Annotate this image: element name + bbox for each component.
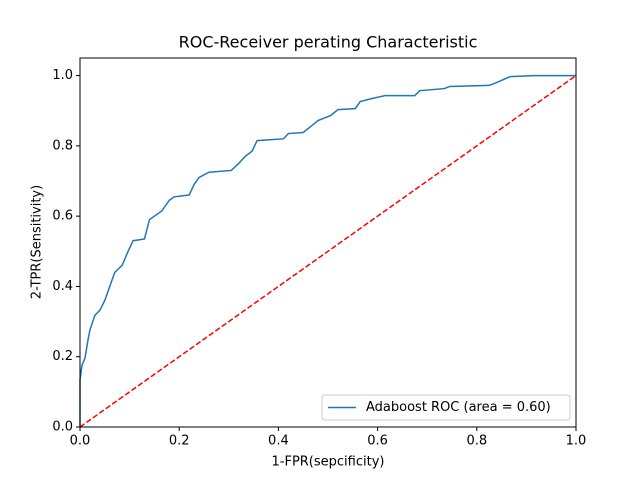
y-tick-label: 0.8 [52, 138, 73, 153]
y-tick-label: 0.0 [52, 420, 73, 435]
x-tick-label: 0.2 [169, 434, 190, 449]
x-axis-label: 1-FPR(sepcificity) [272, 455, 385, 470]
roc-line [79, 74, 577, 428]
chart-title: ROC-Receiver perating Characteristic [179, 33, 478, 52]
y-tick-label: 0.4 [52, 279, 73, 294]
legend-box [321, 394, 571, 421]
y-tick-label: 0.2 [52, 349, 73, 364]
y-tick-label: 1.0 [52, 68, 73, 83]
x-tick-label: 0.0 [70, 434, 91, 449]
y-axis-label: 2-TPR(Sensitivity) [30, 185, 45, 299]
axes-frame [79, 57, 577, 428]
legend-label: Adaboost ROC (area = 0.60) [366, 400, 551, 415]
y-tick-label: 0.6 [52, 209, 73, 224]
x-tick-label: 0.4 [268, 434, 289, 449]
x-tick-label: 1.0 [566, 434, 587, 449]
roc-line [79, 74, 576, 427]
x-tick-label: 0.6 [367, 434, 388, 449]
x-tick-label: 0.8 [466, 434, 487, 449]
